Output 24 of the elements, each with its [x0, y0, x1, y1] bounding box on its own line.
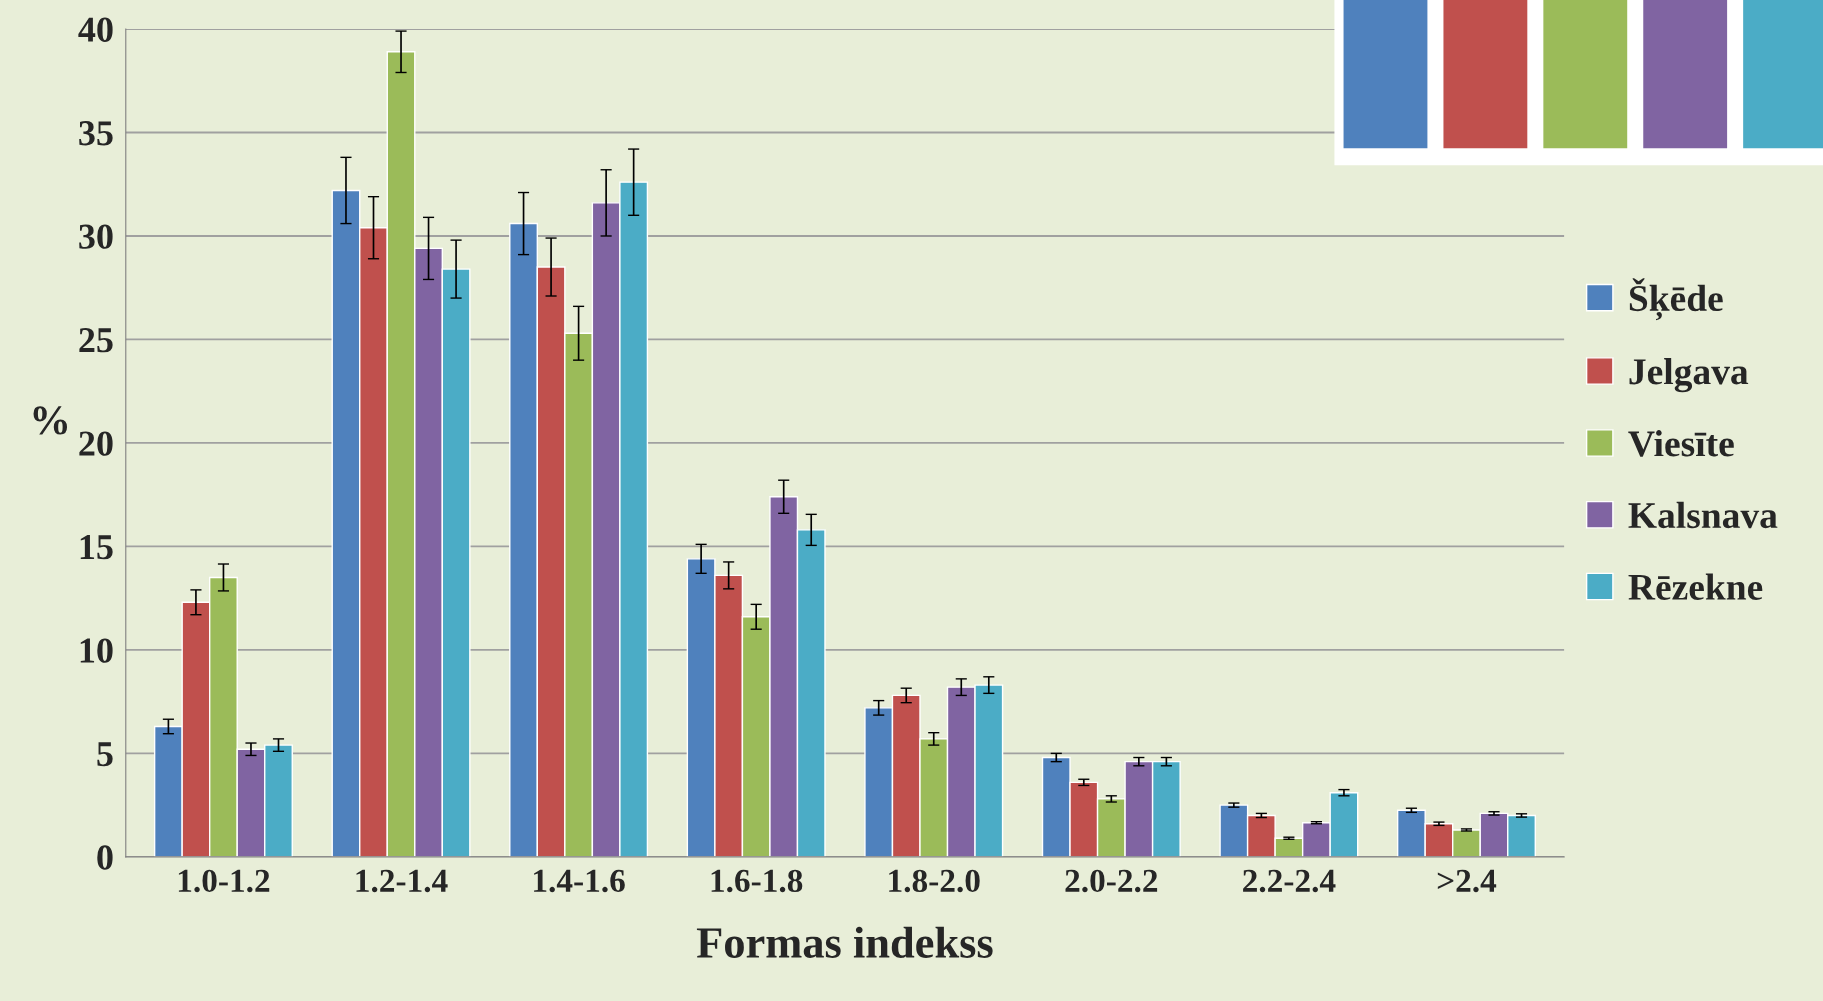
- x-tick-label: 2.0-2.2: [1065, 869, 1158, 893]
- legend-label: Šķēde: [1629, 278, 1723, 321]
- legend-label: Rēzekne: [1628, 573, 1763, 600]
- y-tick-label: 30: [79, 224, 113, 249]
- y-tick-label: 35: [79, 121, 113, 146]
- x-tick-label: 1.6-1.8: [711, 869, 803, 893]
- y-tick-label: 0: [97, 845, 113, 870]
- y-tick-label: 20: [79, 431, 113, 456]
- x-tick-label: 1.0-1.2: [178, 869, 270, 893]
- y-tick-label: 10: [80, 638, 113, 663]
- x-tick-label: >2.4: [1437, 869, 1497, 893]
- x-tick-label: 1.8-2.0: [889, 869, 980, 893]
- x-tick-label: 1.2-1.4: [356, 869, 448, 893]
- legend-label: Jelgava: [1629, 358, 1749, 393]
- x-axis-title: Formas indekss: [696, 926, 993, 958]
- y-tick-label: 5: [97, 742, 113, 767]
- y-tick-label: 15: [80, 535, 113, 560]
- legend-label: Viesīte: [1628, 430, 1734, 457]
- y-axis-title: %: [33, 406, 68, 435]
- x-tick-label: 2.2-2.4: [1243, 869, 1336, 893]
- x-tick-label: 1.4-1.6: [534, 869, 625, 893]
- legend-label: Kalsnava: [1628, 501, 1778, 529]
- y-tick-label: 40: [78, 17, 113, 42]
- y-tick-label: 25: [79, 328, 113, 353]
